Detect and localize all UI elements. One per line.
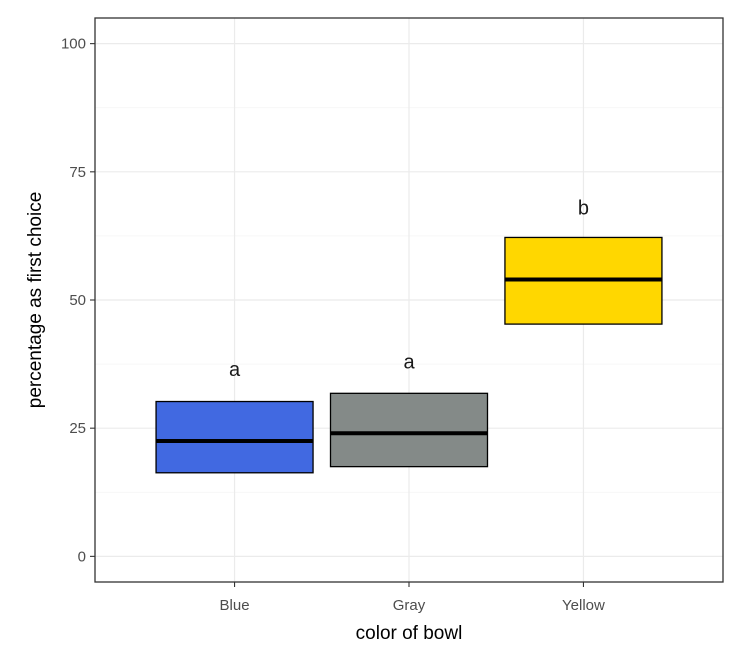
y-tick-label: 0 bbox=[78, 548, 86, 565]
y-tick-label: 50 bbox=[69, 292, 86, 309]
box-blue bbox=[155, 400, 314, 474]
significance-labels: a a b bbox=[229, 198, 589, 382]
x-axis-title: color of bowl bbox=[356, 623, 463, 644]
y-tick-label: 75 bbox=[69, 164, 86, 181]
boxes bbox=[155, 236, 663, 474]
y-tick-label: 25 bbox=[69, 420, 86, 437]
significance-label-blue: a bbox=[229, 359, 241, 381]
y-axis-title: percentage as first choice bbox=[25, 192, 46, 409]
x-tick-label-gray: Gray bbox=[393, 597, 426, 614]
x-tick-label-yellow: Yellow bbox=[562, 597, 605, 614]
box-gray bbox=[329, 392, 489, 468]
significance-label-gray: a bbox=[403, 352, 415, 374]
x-tick-label-blue: Blue bbox=[220, 597, 250, 614]
grid-lines bbox=[95, 18, 723, 582]
significance-label-yellow: b bbox=[578, 198, 589, 220]
axes: 0 25 50 75 100 Blue Gray Yellow bbox=[61, 36, 605, 614]
y-tick-label: 100 bbox=[61, 36, 86, 53]
